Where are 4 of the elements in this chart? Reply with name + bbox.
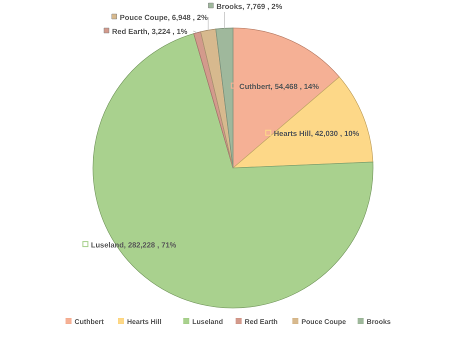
pie-slice	[232, 28, 340, 168]
pie-slice	[200, 28, 234, 168]
pie-slice	[215, 28, 234, 168]
pie-slice	[232, 76, 374, 168]
